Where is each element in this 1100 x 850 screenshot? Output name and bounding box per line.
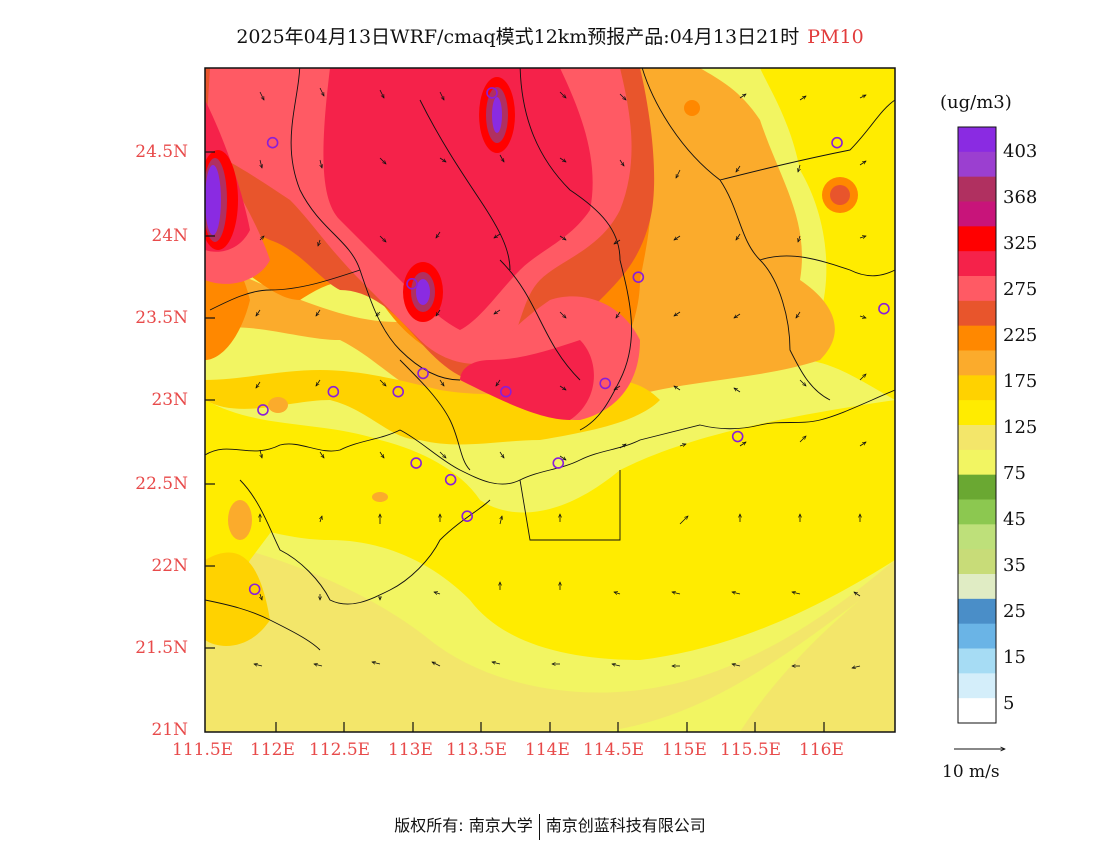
colorbar-frame	[957, 126, 997, 724]
colorbar-label: 325	[1003, 233, 1038, 254]
colorbar-swatch	[958, 176, 996, 202]
x-tick-label: 113.5E	[446, 740, 508, 760]
concentration-field	[205, 68, 895, 732]
station-marker	[257, 404, 269, 416]
colorbar-swatch	[958, 251, 996, 277]
colorbar-swatch	[958, 623, 996, 649]
station-marker	[266, 136, 279, 149]
colorbar-label: 403	[1003, 141, 1038, 162]
y-tick-label: 23.5N	[135, 308, 188, 328]
colorbar-label: 175	[1003, 371, 1038, 392]
colorbar-swatch	[958, 151, 996, 178]
colorbar-swatch	[958, 524, 996, 550]
colorbar-swatch	[958, 276, 996, 302]
colorbar-swatch	[958, 350, 996, 376]
y-tick-label: 22N	[151, 556, 188, 576]
station-marker	[410, 457, 422, 469]
colorbar-swatch	[958, 549, 996, 575]
station-marker	[417, 367, 429, 380]
station-marker	[327, 385, 340, 398]
station-marker	[552, 457, 565, 469]
colorbar-label: 45	[1003, 509, 1026, 530]
y-tick-label: 21N	[151, 720, 188, 740]
station-marker	[632, 271, 645, 283]
colorbar-label: 125	[1003, 417, 1038, 438]
copyright: 版权所有: 南京大学 南京创蓝科技有限公司	[0, 812, 1100, 840]
colorbar-swatch	[958, 201, 996, 227]
colorbar-swatch	[958, 698, 996, 724]
x-tick-label: 111.5E	[172, 740, 234, 760]
colorbar-swatch	[958, 325, 996, 351]
x-tick-label: 116E	[799, 740, 844, 760]
copyright-text: 版权所有: 南京大学	[394, 816, 533, 835]
copyright-company: 南京创蓝科技有限公司	[545, 816, 706, 835]
colorbar-label: 275	[1003, 279, 1038, 300]
colorbar-label: 15	[1003, 647, 1026, 668]
variable-name: PM10	[807, 26, 864, 48]
y-tick-label: 24N	[151, 226, 188, 246]
colorbar-swatch	[958, 449, 996, 476]
y-tick-label: 22.5N	[135, 474, 188, 494]
station-marker	[392, 385, 405, 398]
station-marker	[461, 510, 474, 523]
wind-reference-label: 10 m/s	[942, 762, 1000, 782]
y-tick-label: 24.5N	[135, 142, 188, 162]
title-text: 2025年04月13日WRF/cmaq模式12km预报产品:04月13日21时	[236, 26, 800, 48]
colorbar-swatch	[958, 598, 996, 625]
x-tick-label: 112E	[250, 740, 295, 760]
colorbar-label: 75	[1003, 463, 1026, 484]
colorbar-swatch	[958, 375, 996, 401]
colorbar-unit: (ug/m3)	[940, 92, 1012, 113]
colorbar-label: 225	[1003, 325, 1038, 346]
colorbar-swatch	[958, 499, 996, 525]
separator	[538, 813, 540, 840]
colorbar-swatch	[958, 648, 996, 674]
x-tick-label: 112.5E	[309, 740, 371, 760]
station-marker	[878, 302, 890, 315]
station-marker	[486, 87, 498, 99]
colorbar-swatch	[958, 300, 996, 327]
station-marker	[248, 583, 261, 596]
colorbar-swatch	[958, 574, 996, 600]
x-tick-label: 113E	[388, 740, 433, 760]
station-marker	[500, 385, 512, 398]
colorbar-swatch	[958, 474, 996, 500]
y-tick-label: 23N	[151, 390, 188, 410]
x-tick-label: 114E	[525, 740, 570, 760]
station-marker	[599, 377, 612, 390]
colorbar-label: 25	[1003, 601, 1026, 622]
colorbar-swatch	[958, 127, 996, 153]
colorbar-swatch	[958, 673, 996, 699]
x-tick-label: 114.5E	[583, 740, 645, 760]
station-marker	[731, 430, 744, 443]
y-tick-label: 21.5N	[135, 638, 188, 658]
colorbar-swatch	[958, 226, 996, 252]
monitoring-stations	[248, 87, 890, 596]
map-title: 2025年04月13日WRF/cmaq模式12km预报产品:04月13日21时 P…	[0, 22, 1100, 49]
station-marker	[444, 473, 457, 486]
station-marker	[406, 277, 418, 290]
x-tick-label: 115.5E	[720, 740, 782, 760]
colorbar-label: 368	[1003, 187, 1038, 208]
colorbar-swatch	[958, 400, 996, 426]
station-marker	[831, 136, 843, 149]
colorbar	[957, 126, 997, 724]
colorbar-swatch	[958, 425, 996, 451]
colorbar-label: 35	[1003, 555, 1026, 576]
x-tick-label: 115E	[662, 740, 707, 760]
colorbar-label: 5	[1003, 693, 1015, 714]
